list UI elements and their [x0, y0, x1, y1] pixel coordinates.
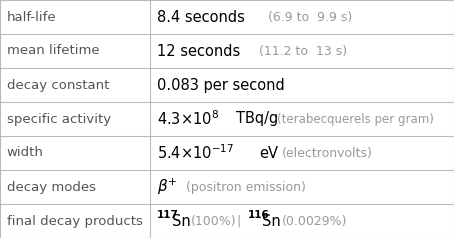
Text: 117: 117	[157, 210, 178, 220]
Text: eV: eV	[259, 145, 278, 160]
Text: (terabecquerels per gram): (terabecquerels per gram)	[277, 113, 434, 125]
Text: (11.2 to  13 s): (11.2 to 13 s)	[259, 45, 347, 58]
Text: 8.4 seconds: 8.4 seconds	[157, 10, 245, 25]
Text: 12 seconds: 12 seconds	[157, 44, 240, 59]
Text: final decay products: final decay products	[7, 214, 143, 228]
Text: width: width	[7, 147, 44, 159]
Text: |: |	[236, 214, 240, 228]
Text: $5.4{\times}10^{-17}$: $5.4{\times}10^{-17}$	[157, 144, 234, 162]
Text: (0.0029%): (0.0029%)	[281, 214, 347, 228]
Text: (electronvolts): (electronvolts)	[281, 147, 372, 159]
Text: decay constant: decay constant	[7, 79, 109, 91]
Text: (positron emission): (positron emission)	[186, 180, 306, 193]
Text: TBq/g: TBq/g	[236, 111, 278, 127]
Text: half-life: half-life	[7, 10, 56, 24]
Text: decay modes: decay modes	[7, 180, 96, 193]
Text: Sn: Sn	[172, 213, 190, 228]
Text: (6.9 to  9.9 s): (6.9 to 9.9 s)	[268, 10, 352, 24]
Text: (100%): (100%)	[191, 214, 236, 228]
Text: specific activity: specific activity	[7, 113, 111, 125]
Text: mean lifetime: mean lifetime	[7, 45, 99, 58]
Text: 0.083 per second: 0.083 per second	[157, 78, 284, 93]
Text: $\beta^{+}$: $\beta^{+}$	[157, 177, 178, 197]
Text: $4.3{\times}10^{8}$: $4.3{\times}10^{8}$	[157, 110, 219, 128]
Text: Sn: Sn	[262, 213, 281, 228]
Text: 116: 116	[247, 210, 269, 220]
